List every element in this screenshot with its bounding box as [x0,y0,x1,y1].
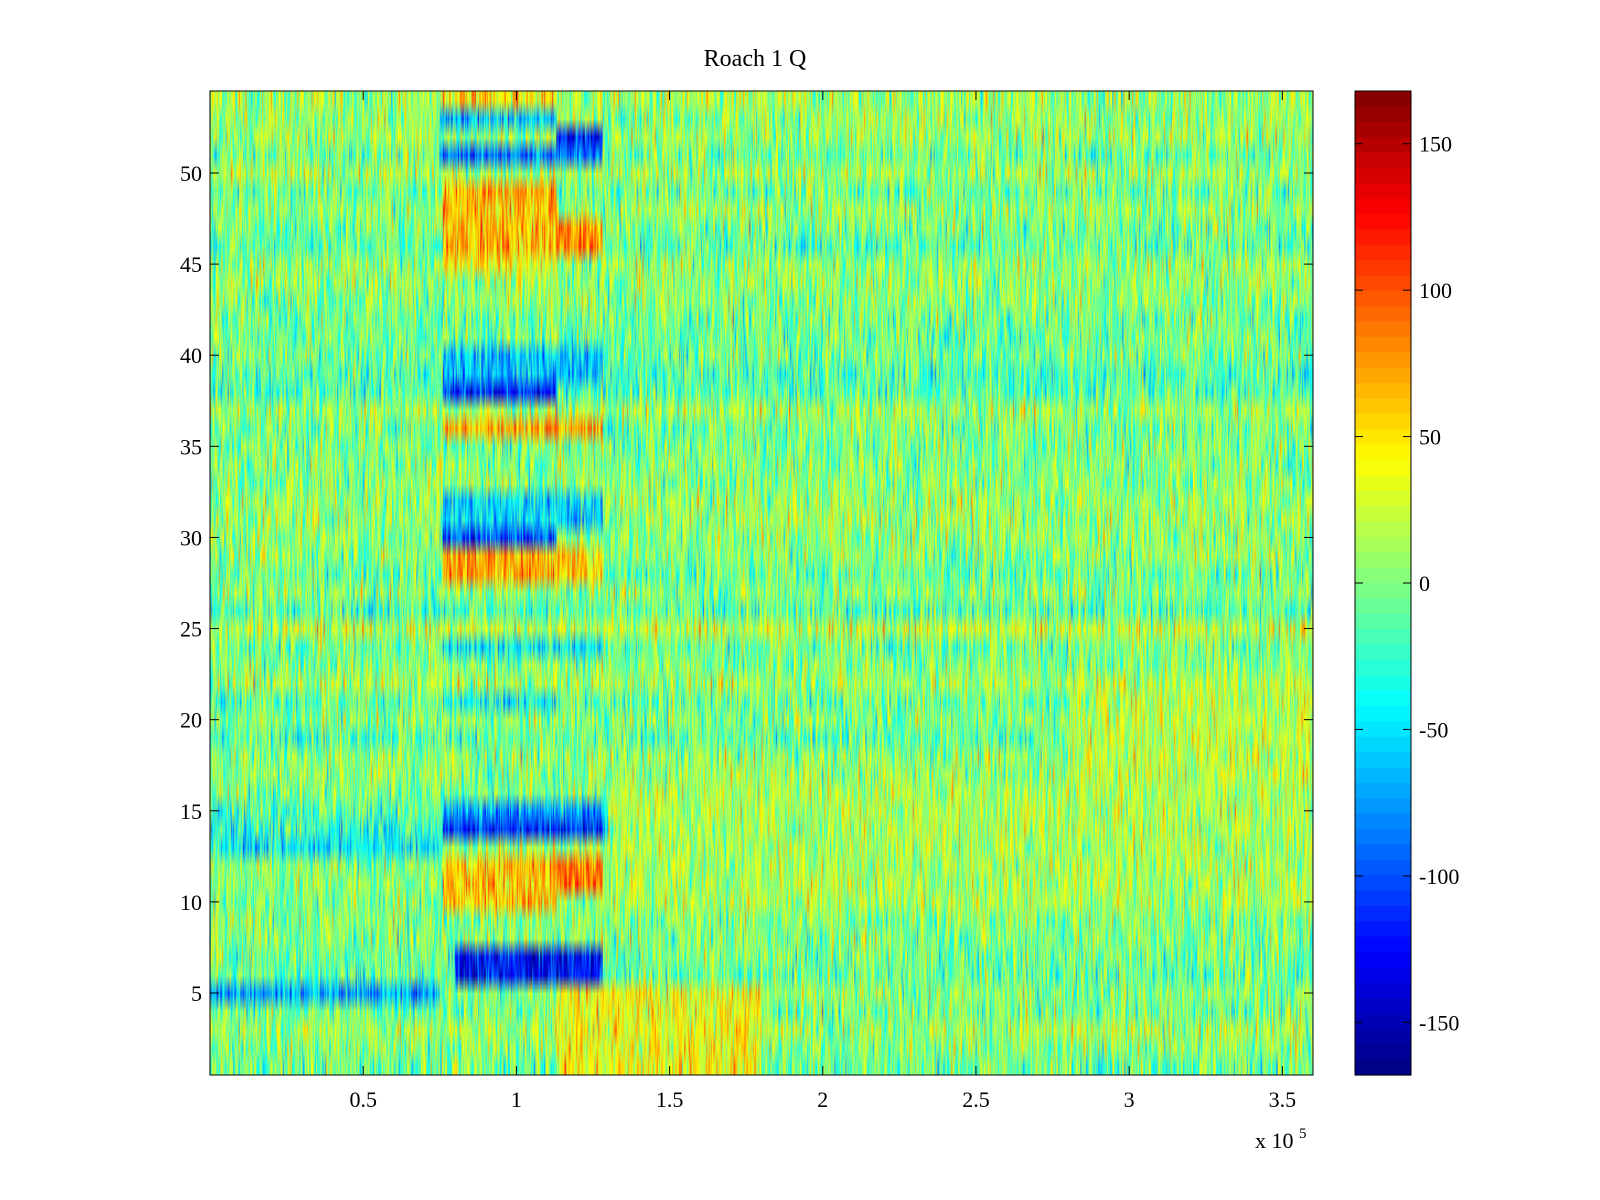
colorbar-tick-label: 100 [1419,278,1452,303]
colorbar-swatch [1355,752,1411,769]
colorbar-swatch [1355,383,1411,400]
colorbar-swatch [1355,398,1411,415]
colorbar-swatch [1355,244,1411,261]
y-axis: 5 10 15 20 25 30 35 40 45 50 [180,161,1313,1006]
colorbar-swatch [1355,521,1411,538]
colorbar-swatch [1355,413,1411,430]
y-tick-label: 10 [180,890,202,915]
x-tick-label: 1 [511,1087,522,1112]
colorbar-swatch [1355,967,1411,984]
colorbar-swatch [1355,152,1411,169]
y-tick-label: 35 [180,434,202,459]
colorbar-swatch [1355,352,1411,369]
colorbar-swatch [1355,859,1411,876]
x-tick-label: 1.5 [656,1087,684,1112]
colorbar-swatch [1355,167,1411,184]
x-tick-label: 3 [1124,1087,1135,1112]
colorbar-swatch [1355,490,1411,507]
colorbar-swatch [1355,137,1411,154]
colorbar-swatch [1355,998,1411,1015]
x-tick-label: 3.5 [1269,1087,1297,1112]
colorbar-swatch [1355,905,1411,922]
x-tick-label: 2 [817,1087,828,1112]
colorbar-swatch [1355,736,1411,753]
x-multiplier-base: x 10 [1255,1128,1294,1153]
colorbar-swatch [1355,982,1411,999]
colorbar-swatch [1355,844,1411,861]
colorbar-swatch [1355,367,1411,384]
chart-title: Roach 1 Q [704,46,807,72]
colorbar-swatch [1355,921,1411,938]
colorbar-swatch [1355,706,1411,722]
y-tick-label: 50 [180,161,202,186]
colorbar-swatch [1355,598,1411,615]
colorbar-swatch [1355,214,1411,230]
colorbar-tick-label: -50 [1419,717,1448,742]
x-tick-label: 0.5 [349,1087,377,1112]
colorbar-swatch [1355,952,1411,968]
colorbar-swatch [1355,890,1411,907]
colorbar-tick-label: 150 [1419,132,1452,157]
colorbar-swatch [1355,659,1411,676]
colorbar-swatch [1355,183,1411,200]
colorbar-tick-label: -150 [1419,1010,1459,1035]
colorbar-swatch [1355,782,1411,799]
colorbar-swatch [1355,644,1411,661]
colorbar-swatch [1355,1044,1411,1061]
y-tick-label: 20 [180,708,202,733]
colorbar-swatch [1355,536,1411,553]
colorbar-axis: 150 100 50 0 -50 -100 -150 [1355,132,1459,1035]
colorbar-swatch [1355,583,1411,599]
colorbar-swatch [1355,444,1411,461]
colorbar-swatch [1355,198,1411,215]
plot-frame [209,90,1314,1076]
colorbar-swatch [1355,506,1411,523]
colorbar-swatch [1355,552,1411,569]
colorbar-swatch [1355,813,1411,830]
colorbar-swatch [1355,337,1411,353]
x-multiplier-exponent: 5 [1299,1126,1307,1142]
colorbar-swatch [1355,306,1411,323]
colorbar-swatch [1355,229,1411,246]
colorbar-swatch [1355,675,1411,692]
x-axis: 0.5 1 1.5 2 2.5 3 3.5 [349,91,1296,1112]
colorbar [1355,91,1411,1076]
colorbar-swatch [1355,429,1411,446]
colorbar-swatch [1355,629,1411,646]
colorbar-swatch [1355,91,1411,107]
colorbar-swatch [1355,290,1411,307]
colorbar-swatch [1355,613,1411,630]
colorbar-swatch [1355,275,1411,292]
colorbar-swatch [1355,260,1411,277]
colorbar-swatch [1355,767,1411,784]
y-tick-label: 45 [180,252,202,277]
x-tick-label: 2.5 [962,1087,990,1112]
colorbar-swatch [1355,798,1411,815]
colorbar-tick-label: 0 [1419,571,1430,596]
x-axis-multiplier: x 10 5 [1255,1126,1307,1153]
colorbar-swatch [1355,1013,1411,1030]
colorbar-tick-label: -100 [1419,864,1459,889]
colorbar-swatch [1355,121,1411,138]
y-tick-label: 15 [180,799,202,824]
y-tick-label: 25 [180,617,202,642]
colorbar-swatch [1355,936,1411,953]
colorbar-swatch [1355,106,1411,123]
colorbar-swatch [1355,567,1411,584]
colorbar-swatch [1355,690,1411,707]
colorbar-tick-label: 50 [1419,425,1441,450]
colorbar-swatch [1355,460,1411,476]
y-tick-label: 5 [191,981,202,1006]
colorbar-swatch [1355,1059,1411,1076]
colorbar-swatch [1355,321,1411,338]
colorbar-swatch [1355,829,1411,845]
colorbar-swatch [1355,721,1411,738]
colorbar-swatch [1355,1028,1411,1045]
y-tick-label: 40 [180,343,202,368]
colorbar-swatch [1355,875,1411,892]
colorbar-swatch [1355,475,1411,492]
heatmap-image [210,91,1313,1075]
y-tick-label: 30 [180,525,202,550]
